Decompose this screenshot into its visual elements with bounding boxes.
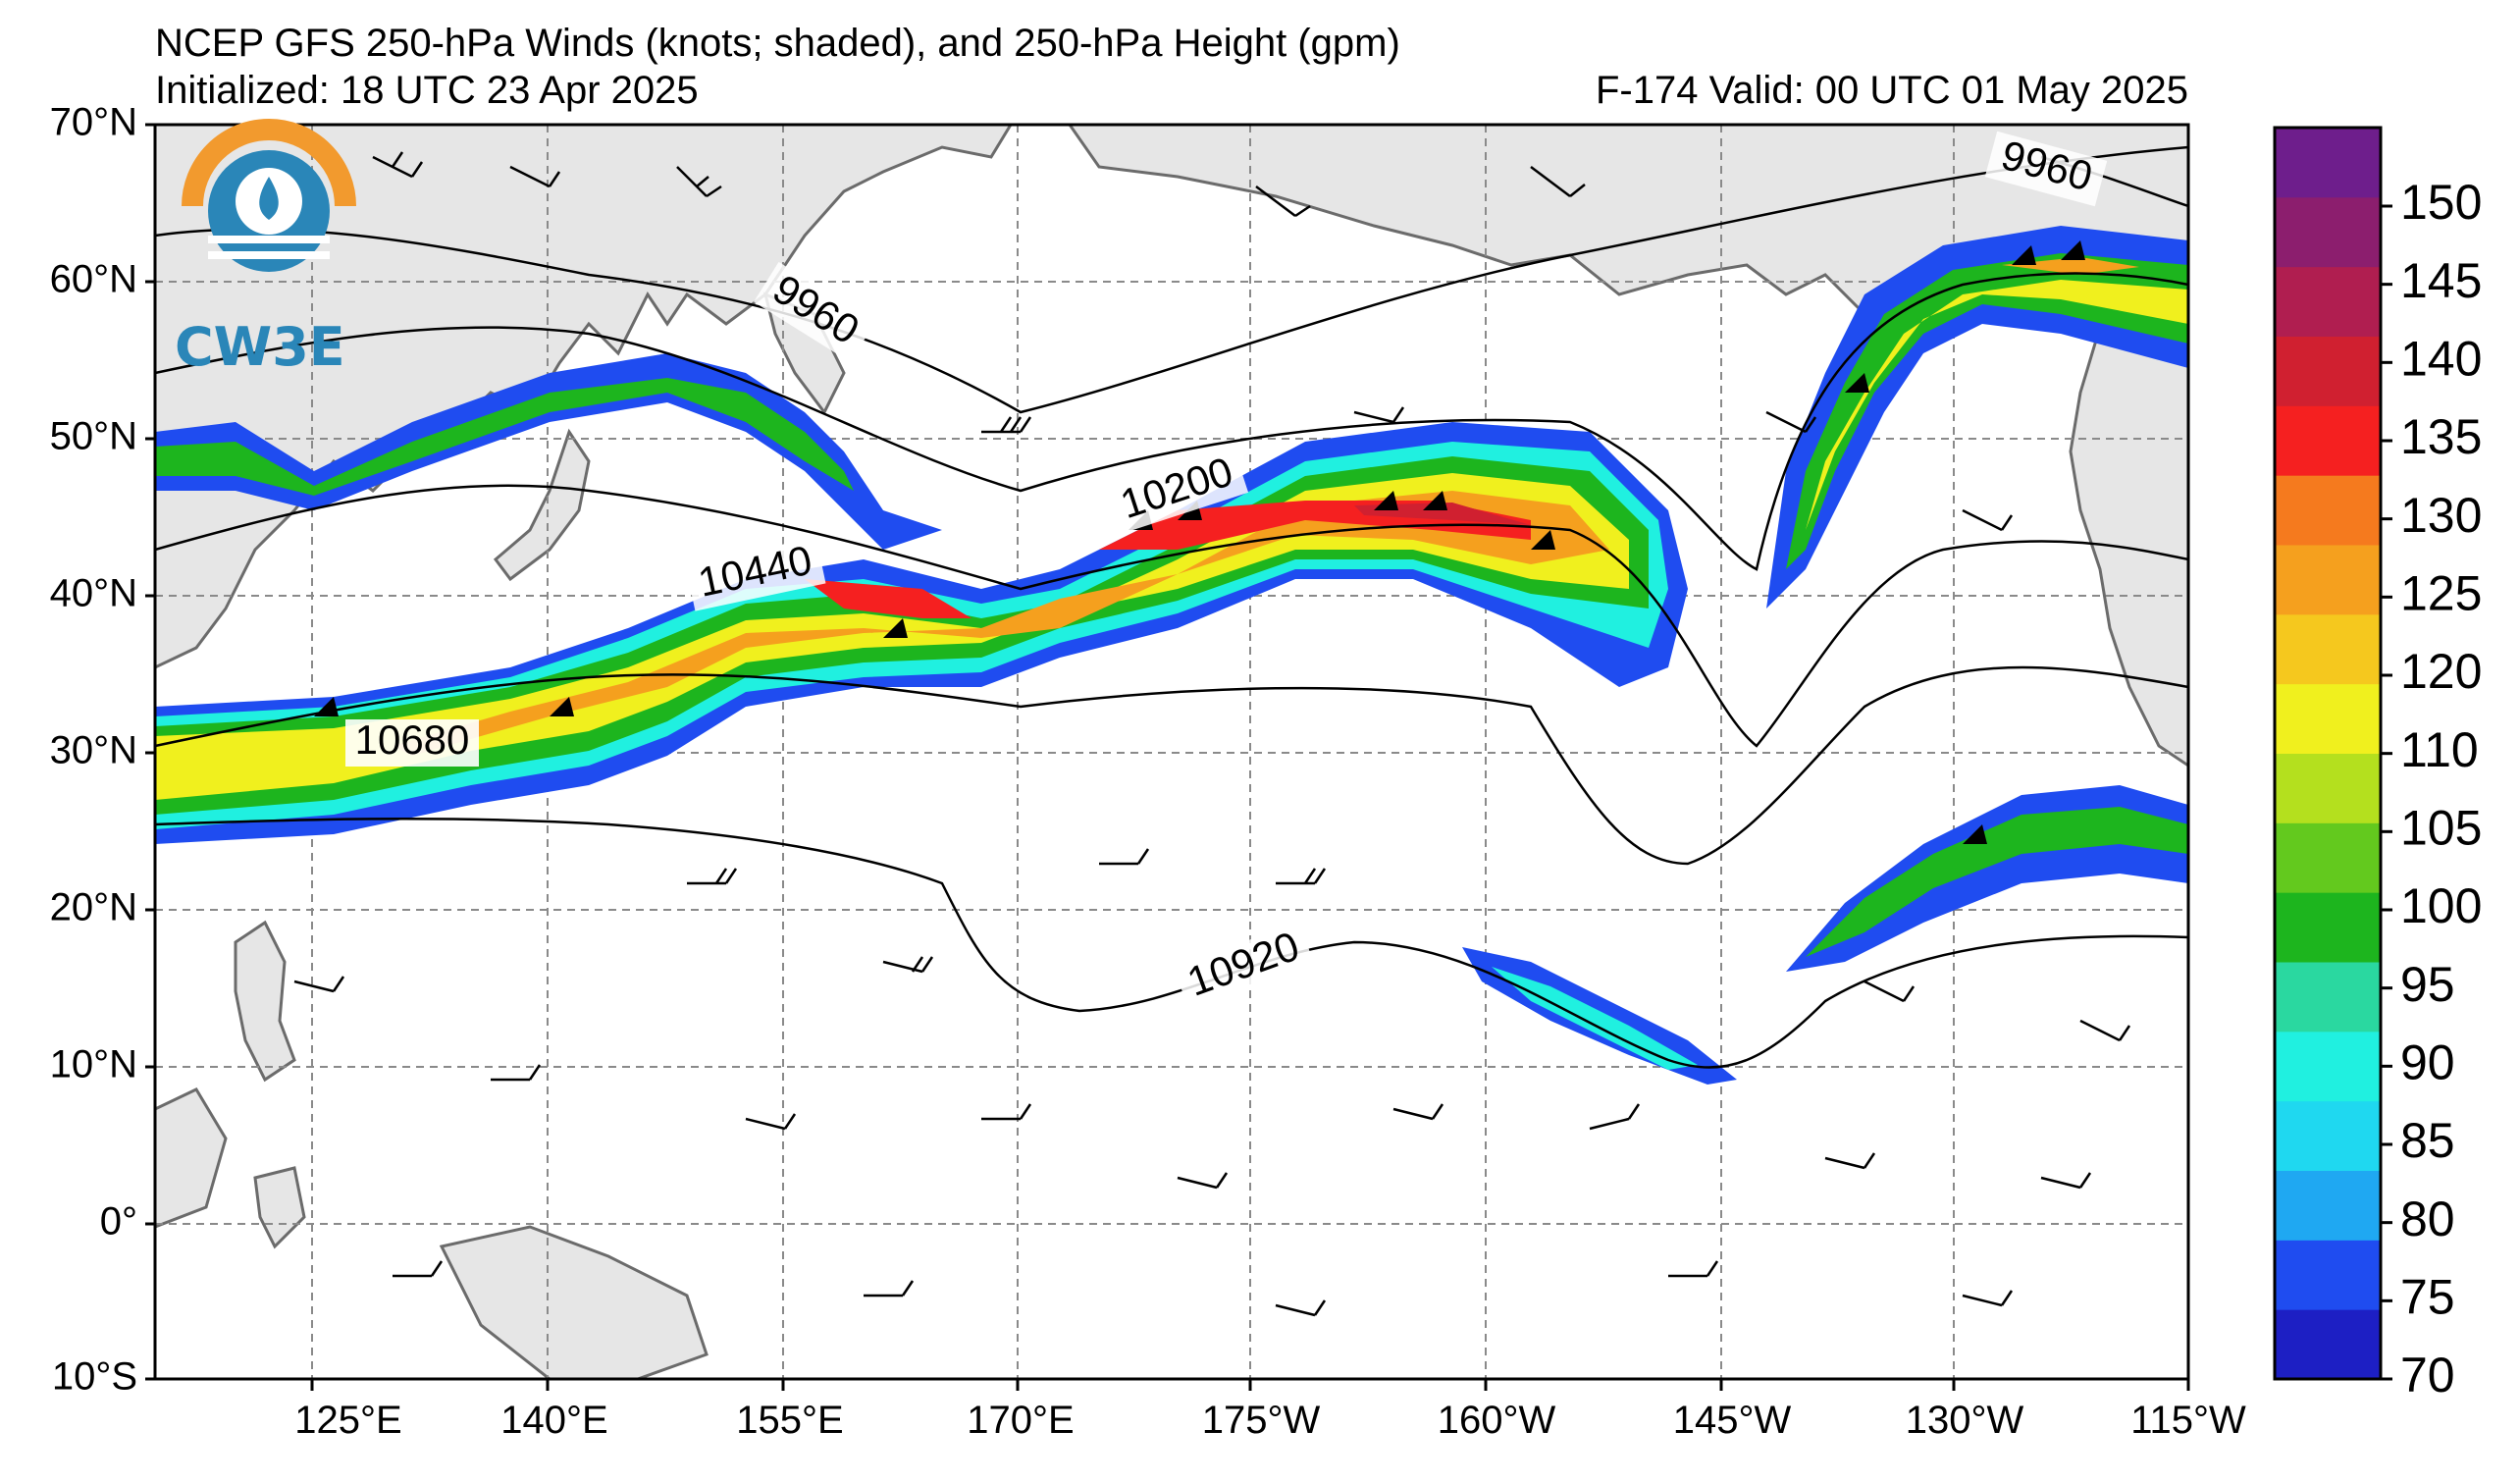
jet-se-inner (1806, 807, 2188, 957)
colorbar-swatch (2275, 962, 2381, 1033)
lon-tick-145w: 145°W (1673, 1399, 1792, 1442)
lon-tick-175w: 175°W (1202, 1399, 1321, 1442)
colorbar (2273, 126, 2383, 1381)
jet-ne-yellow (1806, 280, 2188, 530)
colorbar-swatch (2275, 753, 2381, 823)
lon-tick-115w: 115°W (2130, 1399, 2246, 1442)
lon-tick-125e: 125°E (294, 1399, 401, 1442)
lat-tick-30n: 30°N (50, 729, 137, 772)
lon-tick-170e: 170°E (967, 1399, 1074, 1442)
colorbar-swatch (2275, 196, 2381, 268)
colorbar-swatch (2275, 405, 2381, 476)
cw3e-logo: CW3E (175, 119, 356, 378)
land-siberia (155, 125, 1013, 669)
colorbar-label: 75 (2400, 1270, 2455, 1325)
land-borneo (155, 1087, 228, 1229)
colorbar-label: 140 (2400, 332, 2482, 387)
logo-text: CW3E (175, 316, 345, 378)
lon-tick-130w: 130°W (1906, 1399, 2024, 1442)
lon-tick-155e: 155°E (736, 1399, 843, 1442)
lat-tick-20n: 20°N (50, 886, 137, 929)
jet-ne-outer (1766, 226, 2188, 609)
land-new-guinea (439, 1225, 709, 1379)
colorbar-label: 135 (2400, 409, 2482, 464)
colorbar-swatch (2275, 1170, 2381, 1241)
valid-time: F-174 Valid: 00 UTC 01 May 2025 (1595, 69, 2188, 112)
colorbar-label: 90 (2400, 1035, 2455, 1090)
jet-west-orange (393, 491, 1609, 756)
colorbar-swatch (2275, 128, 2381, 198)
lat-tick-50n: 50°N (50, 415, 137, 458)
colorbar-labels: 70 75 80 85 90 95 100 105 110 120 125 130 135 140 145 1… (2381, 175, 2482, 1403)
colorbar-swatch (2275, 1100, 2381, 1171)
wind-barbs (293, 151, 2131, 1317)
colorbar-label: 85 (2400, 1113, 2455, 1168)
colorbar-label: 130 (2400, 488, 2482, 543)
colorbar-label: 95 (2400, 957, 2455, 1012)
land-japan (493, 428, 591, 582)
init-time: Initialized: 18 UTC 23 Apr 2025 (155, 69, 699, 112)
lat-tick-70n: 70°N (50, 101, 137, 144)
jet-core-magenta (1354, 503, 1531, 525)
lat-tick-10s: 10°S (52, 1355, 137, 1399)
colorbar-swatch (2275, 683, 2381, 754)
lat-axis (145, 123, 155, 1381)
colorbar-swatch (2275, 1031, 2381, 1102)
colorbar-swatch (2275, 475, 2381, 546)
jet-south-central-inner (1492, 967, 1698, 1070)
jet-ne-green (1786, 253, 2188, 569)
lon-tick-160w: 160°W (1438, 1399, 1556, 1442)
colorbar-swatch (2275, 266, 2381, 337)
colorbar-swatch (2275, 822, 2381, 893)
lat-tick-60n: 60°N (50, 258, 137, 301)
colorbar-label: 100 (2400, 878, 2482, 933)
colorbar-swatch (2275, 1240, 2381, 1310)
colorbar-label: 80 (2400, 1192, 2455, 1246)
colorbar-label: 110 (2400, 722, 2479, 777)
colorbar-swatch (2275, 1309, 2381, 1380)
colorbar-label: 125 (2400, 566, 2482, 621)
lat-tick-10n: 10°N (50, 1043, 137, 1086)
colorbar-label: 105 (2400, 801, 2482, 856)
land-north-america (2069, 291, 2188, 768)
land-masses (155, 125, 2188, 1379)
colorbar-swatch (2275, 613, 2381, 685)
lon-axis (310, 1379, 2190, 1391)
lon-tick-140e: 140°E (500, 1399, 607, 1442)
lat-tick-0: 0° (100, 1200, 137, 1244)
contour-label-10680: 10680 (355, 716, 470, 763)
colorbar-swatch (2275, 545, 2381, 615)
colorbar-label: 150 (2400, 175, 2482, 230)
map-title: NCEP GFS 250-hPa Winds (knots; shaded), … (155, 22, 1400, 65)
height-contours (155, 145, 2188, 1069)
colorbar-label: 145 (2400, 253, 2482, 308)
jet-ne-orange (2002, 257, 2139, 275)
land-philippines (234, 920, 296, 1083)
colorbar-swatch (2275, 892, 2381, 963)
colorbar-swatch (2275, 336, 2381, 406)
lat-tick-40n: 40°N (50, 572, 137, 615)
land-sulawesi (253, 1166, 306, 1249)
colorbar-label: 120 (2400, 644, 2482, 699)
colorbar-label: 70 (2400, 1348, 2455, 1403)
